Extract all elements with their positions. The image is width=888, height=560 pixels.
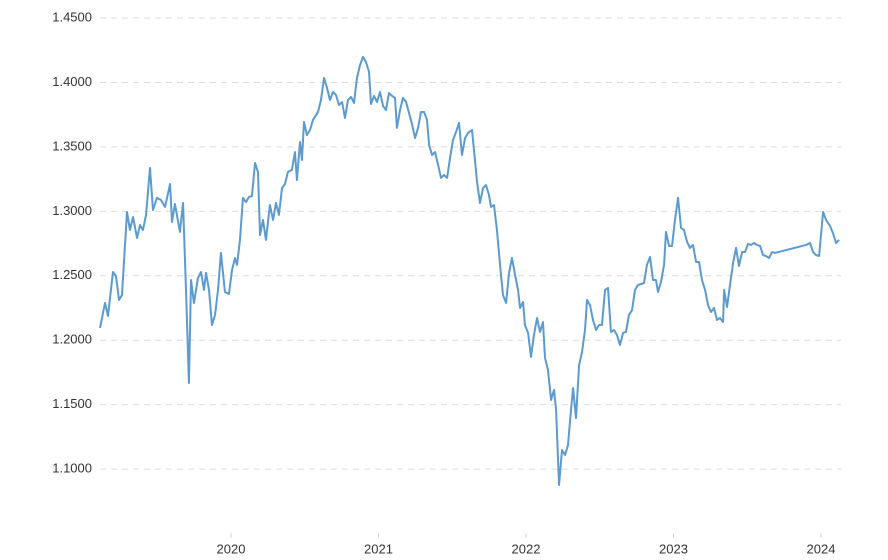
y-tick-label: 1.4500	[52, 9, 92, 24]
y-tick-label: 1.1500	[52, 396, 92, 411]
x-tick-label: 2021	[364, 541, 393, 556]
y-tick-label: 1.1000	[52, 461, 92, 476]
y-tick-label: 1.3500	[52, 138, 92, 153]
y-tick-label: 1.3000	[52, 203, 92, 218]
y-tick-label: 1.2000	[52, 332, 92, 347]
y-tick-label: 1.4000	[52, 74, 92, 89]
data-line	[99, 55, 840, 487]
x-tick-label: 2023	[659, 541, 688, 556]
x-tick-label: 2024	[807, 541, 836, 556]
x-tick-label: 2022	[512, 541, 541, 556]
x-tick-label: 2020	[217, 541, 246, 556]
y-tick-label: 1.2500	[52, 267, 92, 282]
